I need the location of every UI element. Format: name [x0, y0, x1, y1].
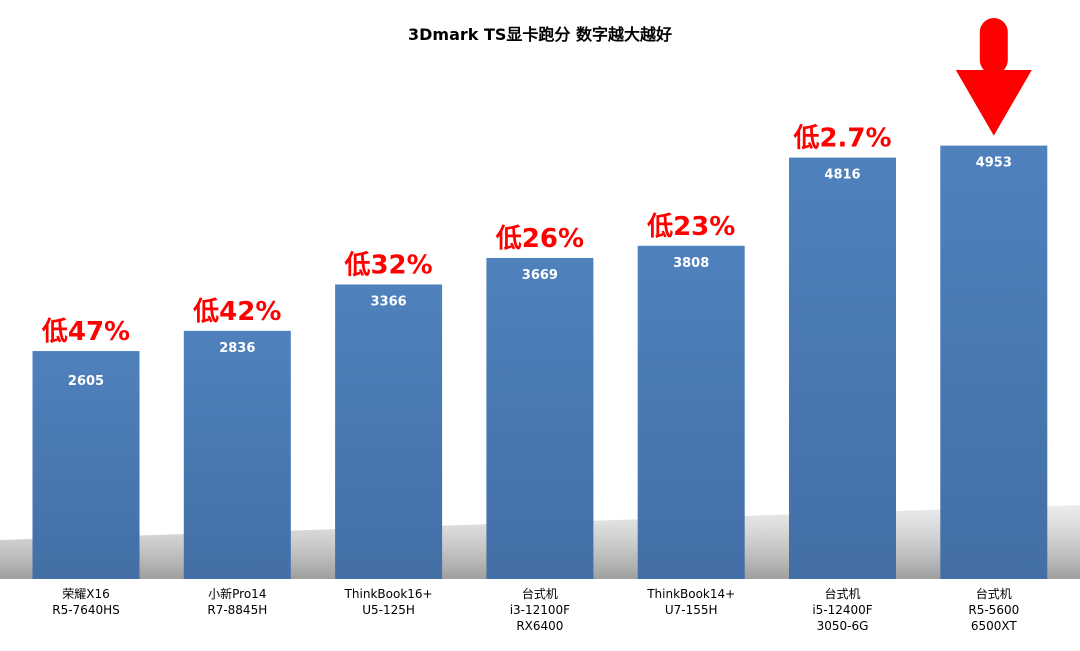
bar-value-label: 2605: [68, 374, 104, 389]
category-label: 台式机 R5-5600 6500XT: [968, 586, 1019, 633]
bar: [940, 145, 1048, 580]
bar: [486, 257, 594, 579]
category-label-line: 台式机: [976, 586, 1012, 601]
category-label-line: R5-5600: [968, 603, 1019, 617]
bar-value-label: 4953: [976, 156, 1012, 171]
bar: [335, 284, 443, 579]
arrow-head: [955, 70, 1032, 136]
bar-value-label: 3669: [522, 268, 558, 283]
category-label-line: i3-12100F: [510, 603, 570, 617]
bar: [183, 330, 291, 579]
category-label: 小新Pro14 R7-8845H: [207, 586, 267, 617]
bar-value-label: 3808: [673, 256, 709, 271]
arrow-shaft: [979, 18, 1008, 74]
bar-value-label: 3366: [371, 294, 407, 309]
category-label-line: 荣耀X16: [62, 587, 110, 601]
category-label-line: ThinkBook14+: [646, 587, 735, 601]
difference-annotation: 低42%: [192, 297, 281, 327]
category-label: 台式机 i3-12100F RX6400: [510, 586, 570, 633]
category-label-line: U7-155H: [665, 603, 718, 617]
bar: [637, 245, 745, 580]
difference-annotation: 低47%: [41, 317, 130, 347]
category-label: ThinkBook16+ U5-125H: [344, 587, 433, 617]
difference-annotation: 低26%: [495, 224, 584, 254]
category-label-line: 小新Pro14: [208, 586, 266, 601]
bar-value-label: 2836: [219, 341, 255, 356]
bar: [789, 157, 896, 579]
bar: [32, 351, 140, 579]
category-label-line: U5-125H: [362, 603, 415, 617]
category-label-line: i5-12400F: [812, 603, 872, 617]
difference-annotation: 低23%: [646, 212, 735, 242]
difference-annotation: 低2.7%: [792, 124, 891, 154]
bars-layer: 2605 低47% 荣耀X16 R5-7640HS 2836 低42% 小新Pro14 R7-…: [32, 18, 1048, 633]
category-label: 荣耀X16 R5-7640HS: [52, 587, 119, 617]
category-label-line: 6500XT: [971, 619, 1018, 633]
highlight-arrow-icon: [955, 18, 1032, 136]
category-label-line: 3050-6G: [817, 619, 869, 633]
category-label: ThinkBook14+ U7-155H: [646, 587, 735, 617]
category-label-line: 台式机: [522, 586, 558, 601]
category-label-line: R7-8845H: [207, 603, 267, 617]
category-label-line: R5-7640HS: [52, 603, 119, 617]
category-label-line: 台式机: [824, 586, 860, 601]
chart-title: 3Dmark TS显卡跑分 数字越大越好: [408, 25, 672, 44]
category-label-line: RX6400: [516, 619, 563, 633]
bar-value-label: 4816: [824, 168, 860, 183]
category-label-line: ThinkBook16+: [344, 587, 433, 601]
category-label: 台式机 i5-12400F 3050-6G: [812, 586, 872, 633]
difference-annotation: 低32%: [343, 250, 432, 280]
